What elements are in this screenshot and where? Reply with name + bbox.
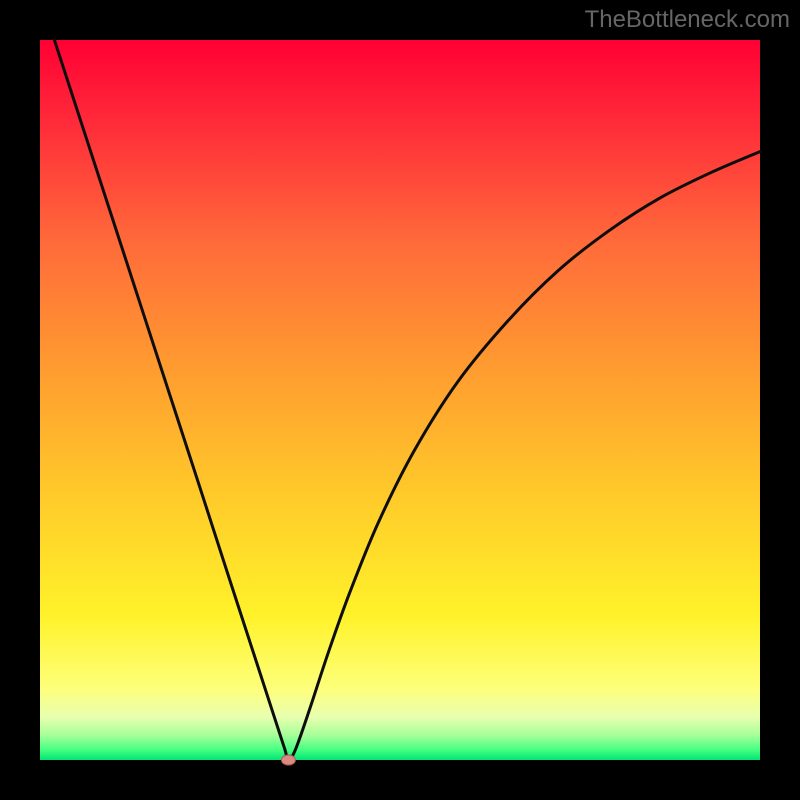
bottleneck-chart: TheBottleneck.com xyxy=(0,0,800,800)
plot-background xyxy=(40,40,760,760)
chart-svg xyxy=(0,0,800,800)
minimum-marker xyxy=(281,755,295,765)
